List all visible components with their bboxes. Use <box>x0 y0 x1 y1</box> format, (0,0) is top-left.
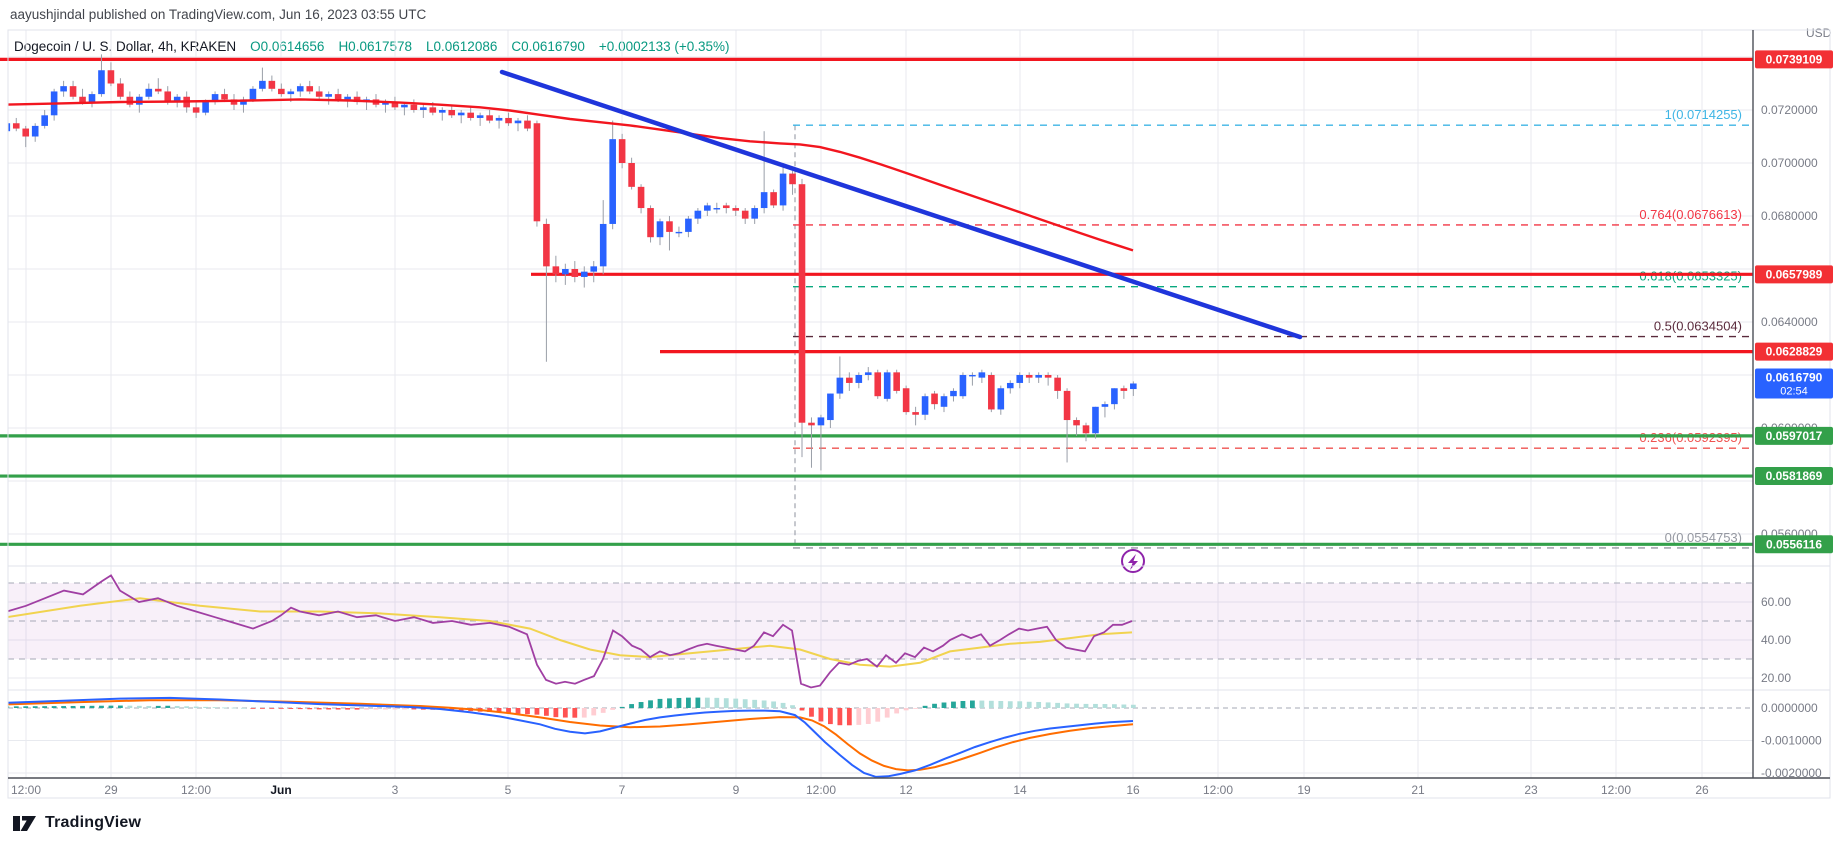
svg-text:12:00: 12:00 <box>806 783 836 797</box>
attribution-text: aayushjindal published on TradingView.co… <box>10 7 427 22</box>
svg-text:12:00: 12:00 <box>181 783 211 797</box>
fib-label: 0.5(0.0634504) <box>1654 319 1742 334</box>
svg-text:19: 19 <box>1297 783 1311 797</box>
svg-text:0.0739109: 0.0739109 <box>1766 52 1823 66</box>
svg-text:21: 21 <box>1411 783 1425 797</box>
svg-text:12:00: 12:00 <box>1601 783 1631 797</box>
svg-text:12: 12 <box>899 783 913 797</box>
svg-text:0.0581869: 0.0581869 <box>1766 469 1823 483</box>
svg-text:0.0680000: 0.0680000 <box>1761 209 1818 223</box>
moving-average-red <box>8 98 1134 252</box>
svg-text:0.0640000: 0.0640000 <box>1761 315 1818 329</box>
svg-text:23: 23 <box>1524 783 1538 797</box>
fib-label: 0.236(0.0592395) <box>1639 430 1742 445</box>
svg-text:0.0556116: 0.0556116 <box>1766 537 1822 551</box>
svg-text:0.0720000: 0.0720000 <box>1761 103 1818 117</box>
tradingview-watermark[interactable]: TradingView <box>12 810 141 836</box>
fib-label: 1(0.0714255) <box>1665 107 1742 122</box>
svg-text:14: 14 <box>1013 783 1027 797</box>
svg-text:0.0616790: 0.0616790 <box>1766 371 1823 385</box>
chart-legend: Dogecoin / U. S. Dollar, 4h, KRAKEN O0.06… <box>14 39 730 54</box>
symbol-title: Dogecoin / U. S. Dollar, 4h, KRAKEN <box>14 39 237 54</box>
svg-text:12:00: 12:00 <box>11 783 41 797</box>
svg-text:0.0000000: 0.0000000 <box>1761 701 1818 715</box>
fib-retracement[interactable]: 1(0.0714255) 0.764(0.0676613) 0.618(0.0653… <box>793 107 1753 549</box>
svg-text:40.00: 40.00 <box>1761 633 1791 647</box>
rsi-pane <box>8 574 1133 689</box>
legend-high: H0.0617578 <box>338 39 413 54</box>
legend-low: L0.0612086 <box>426 39 498 54</box>
svg-text:0.0628829: 0.0628829 <box>1766 345 1823 359</box>
horizontal-lines[interactable] <box>0 57 1753 546</box>
fib-label: 0.764(0.0676613) <box>1639 207 1742 222</box>
flash-icon[interactable] <box>1121 549 1145 573</box>
svg-text:16: 16 <box>1126 783 1140 797</box>
svg-text:0.0657989: 0.0657989 <box>1766 267 1823 281</box>
macd-signal-line <box>8 699 1134 772</box>
chart-frame <box>7 29 1831 799</box>
svg-text:-0.0010000: -0.0010000 <box>1761 734 1822 748</box>
svg-text:Jun: Jun <box>270 783 291 797</box>
svg-text:02:54: 02:54 <box>1780 386 1808 398</box>
svg-text:3: 3 <box>392 783 399 797</box>
watermark-label: TradingView <box>45 814 142 831</box>
svg-text:9: 9 <box>733 783 740 797</box>
svg-text:60.00: 60.00 <box>1761 595 1791 609</box>
macd-line <box>8 696 1134 778</box>
trendline-blue <box>499 69 1303 340</box>
legend-open: O0.0614656 <box>250 39 325 54</box>
svg-text:5: 5 <box>505 783 512 797</box>
overlay-lines[interactable] <box>0 69 1303 340</box>
legend-close: C0.0616790 <box>511 39 585 54</box>
svg-text:12:00: 12:00 <box>1203 783 1233 797</box>
price-badges: 0.0739109 0.0657989 0.0628829 0.061679002:5… <box>1755 50 1833 554</box>
svg-text:7: 7 <box>619 783 626 797</box>
svg-text:0.0700000: 0.0700000 <box>1761 156 1818 170</box>
macd-pane <box>8 696 1753 778</box>
fib-label: 0(0.0554753) <box>1665 530 1742 545</box>
svg-text:26: 26 <box>1695 783 1709 797</box>
svg-text:20.00: 20.00 <box>1761 671 1791 685</box>
rsi-line <box>8 574 1133 689</box>
rsi-band <box>8 582 1753 660</box>
svg-text:29: 29 <box>104 783 118 797</box>
fib-label: 0.618(0.0653325) <box>1639 269 1742 284</box>
legend-change: +0.0002133 (+0.35%) <box>598 39 730 54</box>
svg-text:0.0597017: 0.0597017 <box>1766 429 1823 443</box>
tradingview-logo-icon <box>13 816 36 831</box>
candles-layer <box>8 54 1137 471</box>
axes-labels[interactable]: 0.0720000 0.0700000 0.0680000 0.0640000 0.06… <box>11 103 1822 797</box>
svg-text:-0.0020000: -0.0020000 <box>1761 766 1822 780</box>
